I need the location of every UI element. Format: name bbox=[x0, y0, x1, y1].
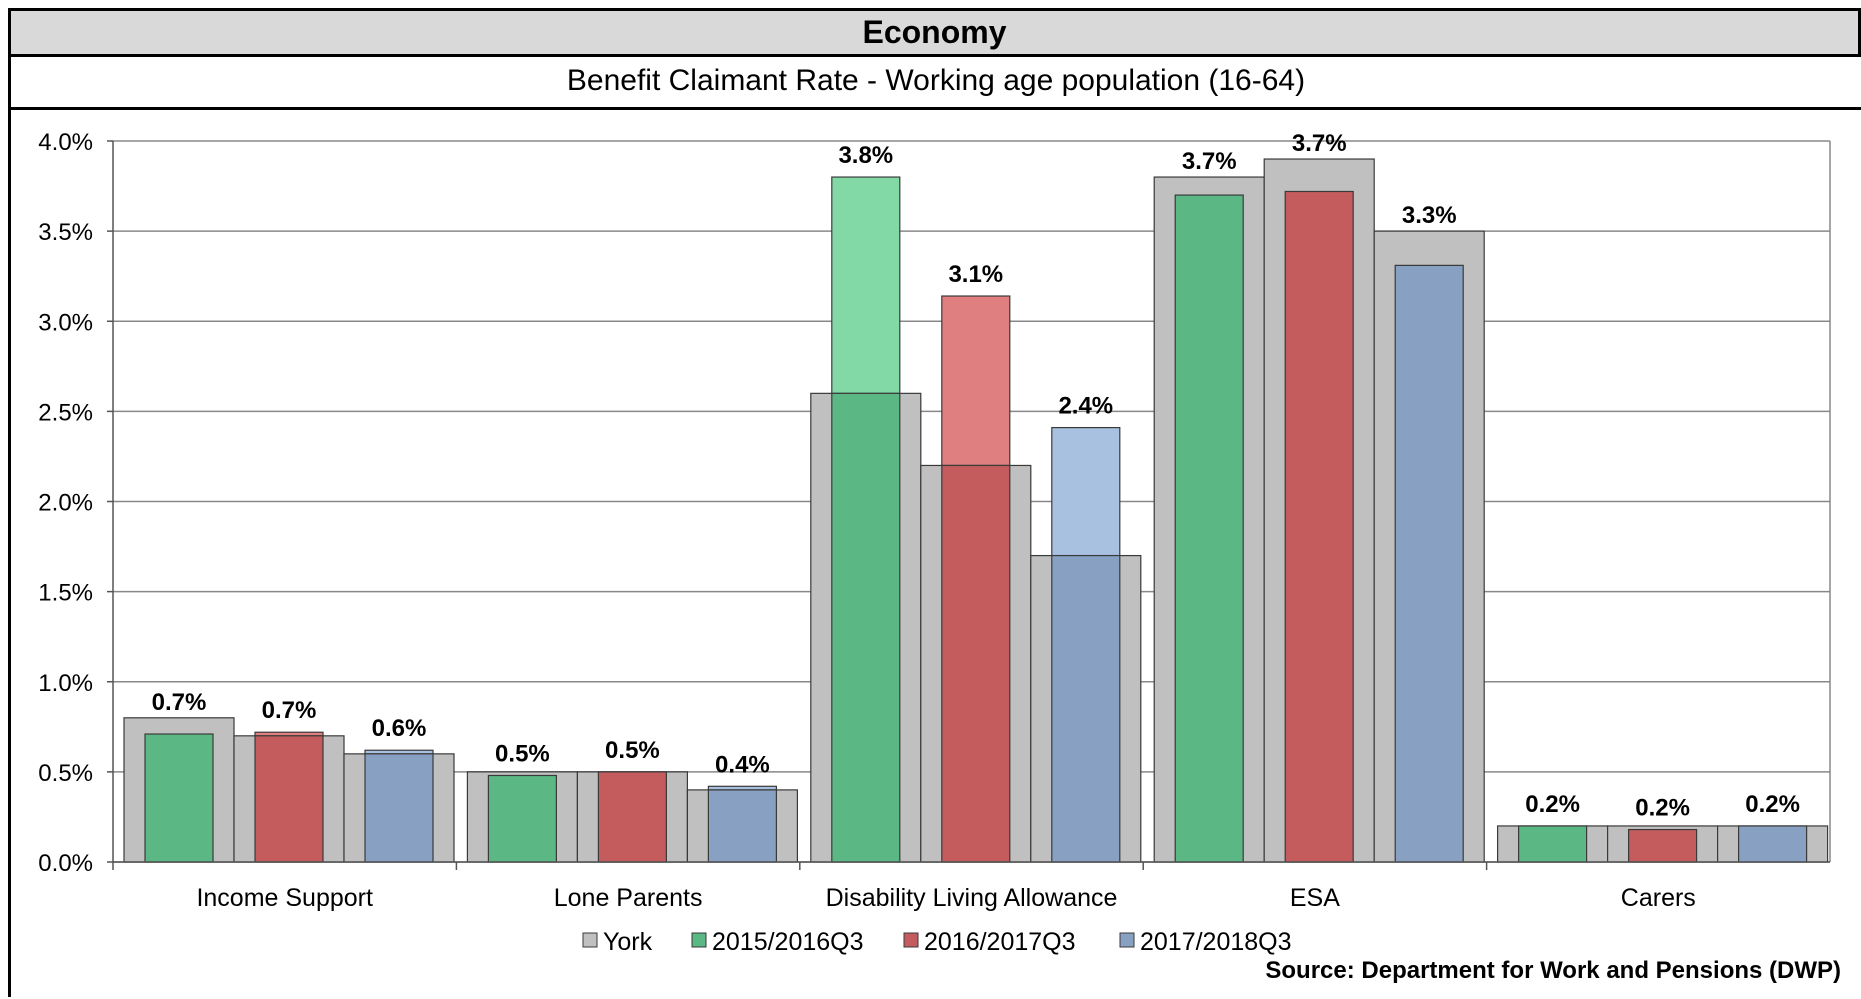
chart-subtitle: Benefit Claimant Rate - Working age popu… bbox=[8, 55, 1861, 110]
data-label: 0.2% bbox=[1745, 791, 1800, 818]
x-category-label: Disability Living Allowance bbox=[826, 884, 1118, 912]
legend-label: 2015/2016Q3 bbox=[712, 928, 864, 956]
data-label: 3.7% bbox=[1292, 130, 1347, 157]
series-bar bbox=[487, 774, 557, 863]
series-bar bbox=[144, 733, 214, 863]
legend-label: 2017/2018Q3 bbox=[1140, 928, 1292, 956]
series-bar-upper bbox=[831, 176, 901, 394]
data-label: 2.4% bbox=[1058, 393, 1113, 420]
series-bar-upper bbox=[941, 295, 1011, 467]
data-label: 0.7% bbox=[152, 689, 207, 716]
legend-label: York bbox=[603, 928, 653, 956]
data-label: 0.2% bbox=[1525, 791, 1580, 818]
series-bar bbox=[1284, 190, 1354, 863]
y-tick-label: 3.0% bbox=[38, 309, 93, 336]
series-bar bbox=[1627, 828, 1698, 863]
series-bar bbox=[254, 735, 324, 863]
y-tick-label: 2.5% bbox=[38, 399, 93, 426]
x-category-label: Carers bbox=[1621, 884, 1696, 912]
source-note: Source: Department for Work and Pensions… bbox=[1265, 957, 1841, 984]
x-category-label: Lone Parents bbox=[554, 884, 703, 912]
data-label: 3.7% bbox=[1182, 148, 1237, 175]
series-bar bbox=[1394, 264, 1464, 863]
x-category-label: Income Support bbox=[196, 884, 373, 912]
series-bar bbox=[1051, 554, 1121, 863]
legend-swatch bbox=[582, 932, 598, 948]
series-bar bbox=[364, 753, 434, 863]
series-bar bbox=[1174, 194, 1244, 863]
series-bar-upper bbox=[1051, 426, 1121, 557]
y-tick-label: 1.5% bbox=[38, 580, 93, 607]
series-bar bbox=[1737, 825, 1808, 863]
legend-label: 2016/2017Q3 bbox=[924, 928, 1076, 956]
series-bar bbox=[1517, 825, 1588, 863]
y-tick-label: 0.0% bbox=[38, 850, 93, 877]
series-bar bbox=[597, 771, 668, 863]
data-label: 0.2% bbox=[1635, 795, 1690, 822]
x-category-label: ESA bbox=[1290, 884, 1340, 912]
data-label: 3.8% bbox=[838, 142, 893, 169]
page-title: Economy bbox=[8, 8, 1861, 57]
series-bar bbox=[707, 789, 778, 863]
series-bar bbox=[941, 464, 1011, 863]
data-label: 0.4% bbox=[715, 751, 770, 778]
data-label: 3.1% bbox=[948, 261, 1003, 288]
y-tick-label: 0.5% bbox=[38, 760, 93, 787]
data-label: 0.5% bbox=[495, 740, 550, 767]
y-tick-label: 1.0% bbox=[38, 670, 93, 697]
data-label: 3.3% bbox=[1402, 202, 1457, 229]
legend-swatch bbox=[691, 932, 707, 948]
legend-swatch bbox=[1119, 932, 1135, 948]
y-tick-label: 4.0% bbox=[38, 129, 93, 156]
y-tick-label: 2.0% bbox=[38, 490, 93, 517]
series-bar bbox=[831, 392, 901, 863]
data-label: 0.6% bbox=[372, 715, 427, 742]
legend-swatch bbox=[903, 932, 919, 948]
data-label: 0.7% bbox=[262, 697, 317, 724]
data-label: 0.5% bbox=[605, 737, 660, 764]
y-tick-label: 3.5% bbox=[38, 219, 93, 246]
